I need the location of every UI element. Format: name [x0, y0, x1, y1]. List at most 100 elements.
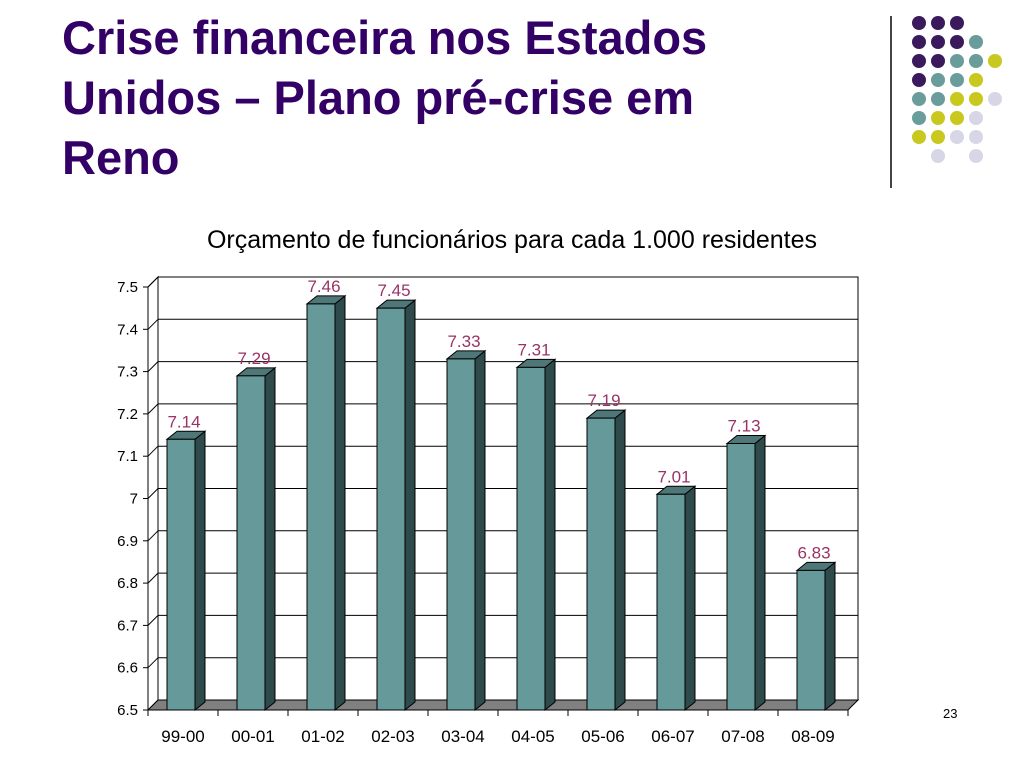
bar: [725, 434, 767, 712]
decor-dot: [969, 54, 983, 68]
gridline-side: [147, 403, 159, 415]
decorative-dot-grid: [912, 16, 1002, 163]
bar-side: [194, 430, 206, 712]
gridline-side: [147, 361, 159, 372]
decor-dot: [912, 130, 926, 144]
bar-front: [726, 443, 756, 711]
data-label: 7.29: [237, 349, 270, 368]
data-label: 7.46: [307, 277, 340, 296]
bar: [235, 366, 277, 712]
bar: [445, 349, 487, 712]
bar-side: [264, 366, 276, 712]
bar: [375, 299, 417, 712]
data-label: 7.14: [167, 412, 200, 431]
decor-dot: [969, 35, 983, 49]
decor-dot: [950, 35, 964, 49]
bar-front: [446, 358, 476, 711]
gridline-side: [147, 657, 159, 669]
decor-dot: [912, 35, 926, 49]
decor-dot: [950, 130, 964, 144]
decor-dot: [931, 16, 945, 30]
decor-dot: [988, 92, 1002, 106]
bar: [585, 409, 627, 712]
bar-front: [586, 417, 616, 711]
bar-side: [824, 561, 836, 712]
data-label: 7.01: [657, 467, 690, 486]
decor-dot: [931, 73, 945, 87]
bar-side: [334, 294, 346, 712]
decor-dot: [969, 149, 983, 163]
gridline-side: [147, 572, 159, 584]
decor-dot: [950, 73, 964, 87]
decor-dot: [931, 54, 945, 68]
x-tick-label: 06-07: [651, 727, 694, 746]
y-tick-label: 6.6: [117, 660, 138, 677]
decor-dot: [969, 73, 983, 87]
bar-side: [754, 434, 766, 712]
y-tick-label: 7.5: [117, 279, 138, 296]
bar-front: [166, 438, 196, 711]
x-tick-label: 05-06: [581, 727, 624, 746]
decor-dot: [931, 92, 945, 106]
decor-dot: [912, 92, 926, 106]
gridline-side: [147, 530, 159, 542]
title-line-2: Unidos – Plano pré-crise em: [62, 71, 695, 124]
gridline-side: [147, 445, 159, 457]
data-label: 7.45: [377, 281, 410, 300]
decor-dot: [931, 130, 945, 144]
bar-side: [614, 409, 626, 712]
bar-front: [656, 493, 686, 711]
chart-title: Orçamento de funcionários para cada 1.00…: [206, 226, 818, 254]
y-tick-label: 7.4: [117, 321, 138, 338]
y-tick-label: 6.9: [117, 533, 138, 550]
decor-dot: [912, 111, 926, 125]
data-label: 7.31: [517, 340, 550, 359]
bar: [795, 561, 837, 712]
decor-dot: [988, 54, 1002, 68]
bar-front: [516, 366, 546, 711]
title-line-1: Crise financeira nos Estados: [62, 11, 708, 64]
bar: [515, 358, 557, 712]
gridline-side: [147, 276, 159, 288]
bar: [165, 430, 207, 712]
y-tick-label: 7.1: [117, 448, 138, 465]
x-tick-label: 01-02: [301, 727, 344, 746]
bar-side: [404, 299, 416, 712]
decor-dot: [931, 149, 945, 163]
bar-front: [236, 375, 266, 711]
decor-dot: [969, 92, 983, 106]
x-tick-label: 04-05: [511, 727, 554, 746]
decor-dot: [912, 16, 926, 30]
decor-dot: [931, 35, 945, 49]
bar-side: [474, 349, 486, 712]
x-tick-label: 03-04: [441, 727, 484, 746]
y-tick-label: 6.5: [117, 702, 138, 719]
y-tick-label: 7.3: [117, 364, 138, 381]
x-tick-label: 08-09: [791, 727, 834, 746]
decor-dot: [931, 111, 945, 125]
decor-dot: [912, 54, 926, 68]
decor-dot: [912, 73, 926, 87]
data-label: 7.13: [727, 417, 760, 436]
decor-dot: [969, 130, 983, 144]
bar: [655, 485, 697, 712]
bar-front: [376, 307, 406, 711]
gridline-side: [147, 318, 159, 330]
slide-title: Crise financeira nos Estados Unidos – Pl…: [62, 8, 862, 188]
decor-dot: [950, 92, 964, 106]
decor-dot: [950, 54, 964, 68]
gridline-side: [147, 615, 159, 626]
x-tick-label: 02-03: [371, 727, 414, 746]
page-number: 23: [943, 706, 958, 721]
gridline-side: [147, 488, 159, 499]
bar: [305, 294, 347, 712]
decor-dot: [950, 16, 964, 30]
y-tick-label: 7.2: [117, 406, 138, 423]
bar-front: [306, 303, 336, 711]
bar-side: [544, 358, 556, 712]
data-label: 7.33: [447, 332, 480, 351]
x-tick-label: 99-00: [161, 727, 204, 746]
x-tick-label: 07-08: [721, 727, 764, 746]
decor-dot: [969, 111, 983, 125]
